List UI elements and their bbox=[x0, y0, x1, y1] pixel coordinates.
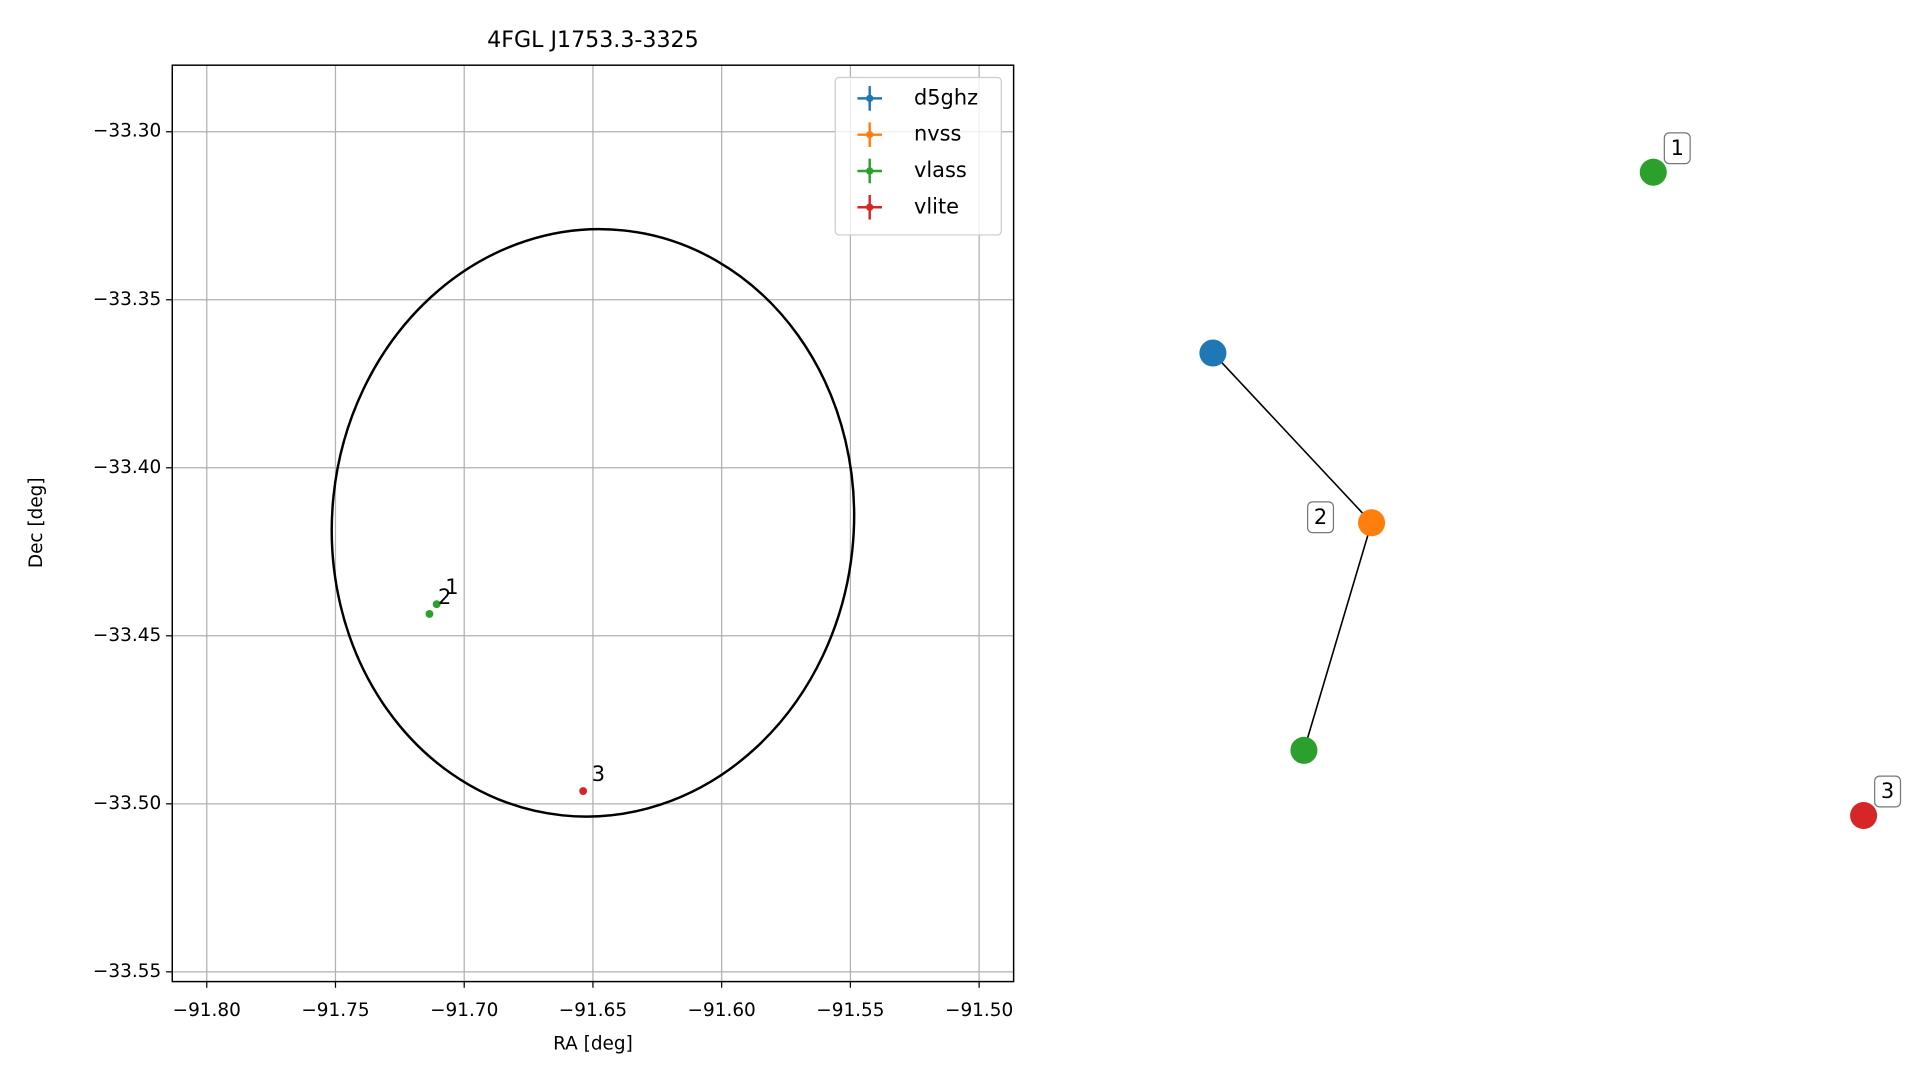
legend-label: nvss bbox=[914, 122, 961, 146]
y-tick-label: −33.40 bbox=[93, 457, 161, 478]
node-label: 1 bbox=[1671, 136, 1684, 160]
legend-marker bbox=[866, 167, 874, 175]
y-tick-label: −33.30 bbox=[93, 121, 161, 142]
point-label: 1 bbox=[445, 575, 458, 599]
legend-label: d5ghz bbox=[914, 85, 978, 109]
node-label-box bbox=[1874, 775, 1902, 808]
legend-marker bbox=[866, 94, 874, 103]
x-axis-label: RA [deg] bbox=[553, 1033, 633, 1054]
x-tick-label: −91.50 bbox=[945, 1000, 1013, 1021]
network: 1 2 3 bbox=[1199, 132, 1902, 830]
y-axis-label: Dec [deg] bbox=[26, 477, 47, 568]
legend: d5ghz nvss vlass vlite bbox=[834, 76, 1002, 236]
point bbox=[425, 610, 434, 618]
node-label: 2 bbox=[1314, 505, 1327, 529]
legend-marker bbox=[866, 203, 874, 211]
x-tick-label: −91.60 bbox=[688, 1000, 756, 1021]
point-label: 3 bbox=[592, 762, 605, 786]
x-tick-label: −91.70 bbox=[430, 1000, 498, 1021]
chart-title: 4FGL J1753.3-3325 bbox=[487, 27, 699, 53]
plot-area: −91.80 −91.75 −91.70 −91.65 −91.60 −91.55 −91.… bbox=[93, 64, 1015, 1021]
edge bbox=[1303, 522, 1373, 751]
x-tick-label: −91.75 bbox=[301, 1000, 369, 1021]
node-label: 3 bbox=[1881, 779, 1894, 803]
x-tick-label: −91.80 bbox=[173, 1000, 241, 1021]
point-label: 2 bbox=[438, 585, 451, 609]
x-tick-label: −91.65 bbox=[559, 1000, 627, 1021]
x-tick-label: −91.55 bbox=[816, 1000, 884, 1021]
legend-label: vlite bbox=[914, 194, 959, 218]
node bbox=[1358, 509, 1386, 537]
y-tick-label: −33.35 bbox=[93, 289, 161, 310]
legend-marker bbox=[866, 131, 874, 139]
legend-label: vlass bbox=[914, 158, 967, 182]
axes-frame bbox=[171, 64, 1015, 983]
node bbox=[1639, 158, 1667, 186]
node bbox=[1199, 339, 1227, 367]
y-tick-label: −33.50 bbox=[93, 793, 161, 814]
point bbox=[579, 787, 588, 795]
edge bbox=[1212, 352, 1373, 524]
node-label-box bbox=[1306, 501, 1335, 534]
y-tick-label: −33.45 bbox=[93, 625, 161, 646]
y-tick-label: −33.55 bbox=[93, 961, 161, 982]
node bbox=[1290, 736, 1318, 764]
node bbox=[1850, 802, 1878, 830]
error-ellipse bbox=[330, 227, 856, 818]
point bbox=[432, 600, 441, 609]
node-label-box bbox=[1663, 132, 1691, 165]
legend-frame bbox=[834, 76, 1002, 236]
